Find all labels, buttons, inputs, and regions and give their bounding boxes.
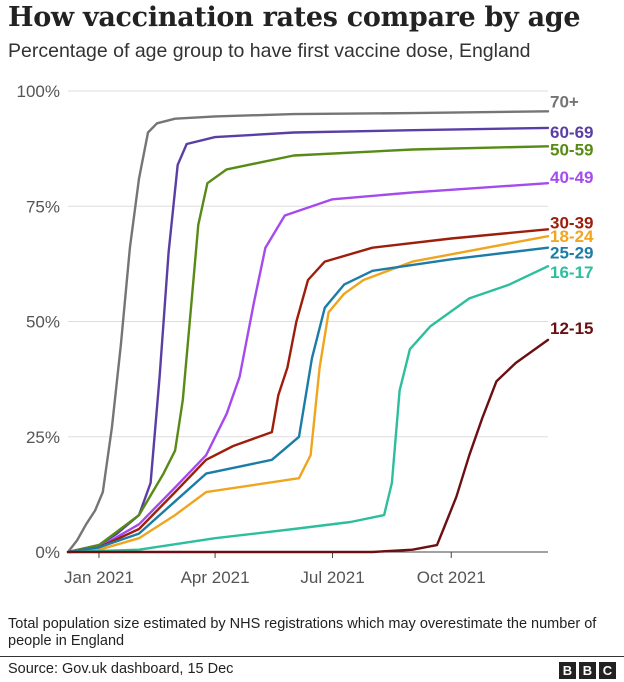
bbc-logo-letter: B: [579, 662, 596, 679]
y-tick-label: 50%: [26, 313, 60, 332]
series-label: 16-17: [550, 263, 593, 282]
bbc-logo-letter: C: [599, 662, 616, 679]
y-tick-label: 0%: [35, 543, 60, 562]
series-label: 12-15: [550, 319, 593, 338]
series-label: 30-39: [550, 213, 593, 232]
series-line-30-39: [66, 228, 550, 554]
series-label: 60-69: [550, 123, 593, 142]
footnote: Total population size estimated by NHS r…: [8, 616, 597, 649]
series-line-25-29: [66, 246, 550, 554]
series-line-12-15: [66, 338, 550, 554]
series-line-18-24: [66, 235, 550, 554]
series-line-40-49: [66, 182, 550, 554]
y-tick-label: 75%: [26, 197, 60, 216]
series-label: 70+: [550, 92, 579, 111]
chart-title: How vaccination rates compare by age: [8, 2, 581, 33]
series-line-60-69: [66, 126, 550, 554]
x-tick-label: Apr 2021: [181, 568, 250, 587]
series-line-50-59: [66, 145, 550, 554]
bbc-logo-letter: B: [559, 662, 576, 679]
x-tick-label: Jan 2021: [64, 568, 134, 587]
y-tick-label: 25%: [26, 428, 60, 447]
bbc-logo: B B C: [559, 662, 616, 679]
series-label: 18-24: [550, 227, 594, 246]
series-label: 40-49: [550, 168, 593, 187]
series-label: 50-59: [550, 140, 593, 159]
y-tick-label: 100%: [17, 82, 60, 101]
series-line-16-17: [66, 265, 550, 554]
line-chart: 0% 25% 50% 75% 100% Jan 2021 Apr 2021 Jul 2021 O…: [17, 82, 595, 587]
chart-subtitle: Percentage of age group to have first va…: [8, 40, 531, 62]
x-tick-label: Jul 2021: [300, 568, 364, 587]
series-label: 25-29: [550, 244, 593, 263]
source-text: Source: Gov.uk dashboard, 15 Dec: [8, 661, 234, 677]
series-line-70plus: [66, 110, 550, 554]
footer-divider: [0, 656, 624, 657]
x-tick-label: Oct 2021: [417, 568, 486, 587]
